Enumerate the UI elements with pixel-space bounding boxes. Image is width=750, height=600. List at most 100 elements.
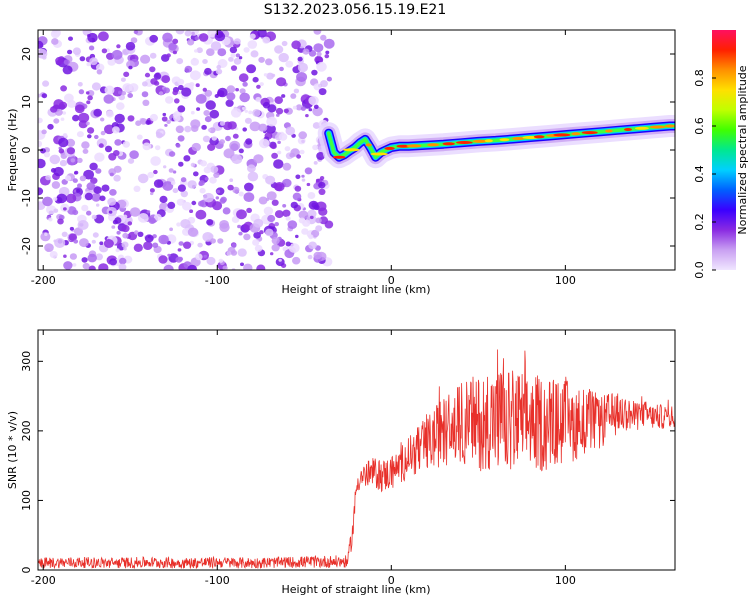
noise-blob [177,135,185,142]
noise-blob [219,220,230,229]
noise-blob [295,234,299,239]
noise-blob [316,51,322,57]
noise-blob [49,251,58,259]
noise-blob [133,185,141,192]
noise-blob [183,241,192,249]
noise-blob [274,96,284,104]
noise-blob [140,54,151,64]
noise-blob [60,117,65,121]
noise-blob [216,64,222,70]
noise-blob [153,179,164,188]
noise-blob [127,221,133,226]
noise-blob [53,118,60,124]
noise-blob [121,91,127,96]
noise-blob [127,115,135,122]
noise-blob [219,121,226,126]
ridge-hotspot [472,139,488,143]
x-tick-label: 100 [555,274,576,287]
noise-blob [242,81,248,87]
noise-blob [98,263,109,270]
noise-blob [49,154,61,165]
noise-blob [63,261,73,270]
noise-blob [231,154,243,165]
noise-blob [68,36,73,41]
noise-blob [313,83,322,91]
noise-blob [76,189,81,193]
noise-blob [104,124,115,135]
snr-y-label: SNR (10 * v/v) [6,411,19,489]
noise-blob [190,70,201,81]
noise-blob [116,230,121,235]
noise-blob [158,255,168,264]
y-tick-label: 20 [20,47,33,61]
noise-blob [63,59,70,65]
noise-blob [61,231,68,237]
noise-blob [256,264,266,270]
noise-blob [83,169,94,180]
noise-blob [218,258,224,263]
noise-blob [190,58,199,66]
noise-blob [204,116,212,123]
noise-blob [40,232,51,242]
noise-blob [204,89,213,97]
noise-blob [202,135,211,143]
noise-blob [292,256,301,265]
noise-blob [168,151,176,157]
noise-blob [99,241,104,245]
noise-blob [109,172,114,177]
noise-blob [129,150,139,160]
noise-blob [325,50,330,55]
noise-blob [258,123,268,132]
noise-blob [302,48,310,55]
snr-frame [37,329,676,571]
noise-blob [175,256,183,263]
noise-blob [195,83,200,88]
noise-blob [94,152,105,162]
noise-blob [270,116,276,121]
noise-blob [210,165,219,173]
noise-blob [207,30,217,38]
noise-blob [237,224,242,229]
noise-blob [149,34,158,43]
noise-blob [270,252,274,256]
noise-blob [195,253,203,261]
noise-blob [55,56,64,65]
noise-blob [316,61,327,72]
noise-blob [182,201,192,211]
noise-blob [96,63,105,72]
noise-blob [178,161,184,167]
noise-blob [150,156,161,166]
noise-blob [103,94,114,104]
noise-blob [133,243,143,252]
noise-blob [227,121,237,130]
colorbar-tick-label: 0.8 [693,69,706,87]
noise-blob [84,192,93,201]
noise-blob [298,210,309,220]
noise-blob [219,198,226,204]
noise-blob [267,214,276,223]
noise-blob [238,148,244,154]
noise-blob [167,253,171,257]
noise-blob [77,220,89,230]
noise-blob [265,228,274,237]
noise-blob [252,76,259,83]
noise-blob [206,219,214,226]
noise-blob [162,181,174,191]
snr-series-line [38,349,675,570]
x-tick-label: -100 [205,274,230,287]
ridge-hotspot [624,128,632,131]
noise-blob [76,131,84,138]
noise-blob [211,135,217,141]
noise-blob [235,53,241,58]
noise-blob [112,126,120,134]
noise-blob [119,257,127,265]
noise-blob [265,197,270,201]
noise-blob [161,116,168,122]
noise-blob [104,145,113,153]
noise-blob [38,187,44,196]
noise-blob [291,40,301,50]
noise-blob [166,119,171,124]
noise-blob [129,207,141,217]
noise-blob [247,40,258,49]
noise-blob [40,148,46,154]
